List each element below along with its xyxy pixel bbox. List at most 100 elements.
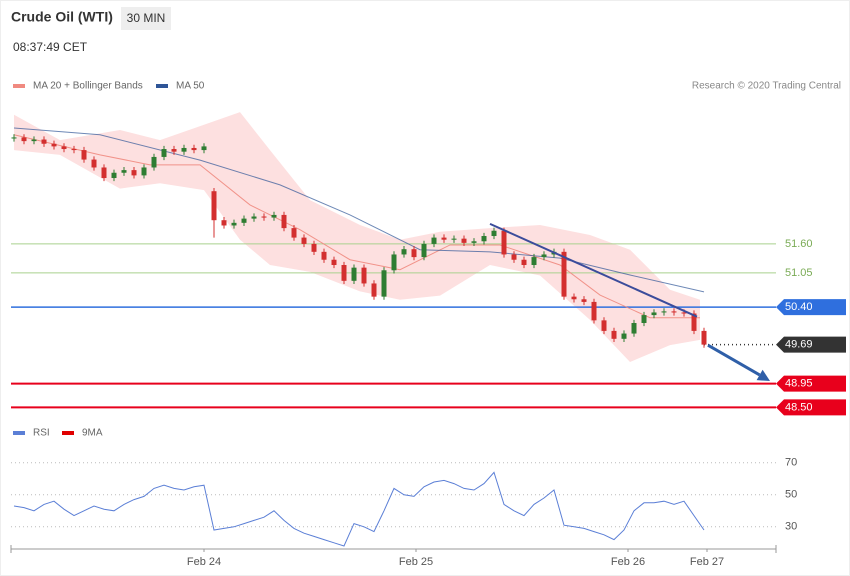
- candle-body: [191, 147, 197, 151]
- candle-body: [671, 311, 677, 313]
- candle-body: [581, 299, 587, 302]
- candle-body: [471, 241, 477, 243]
- candle-body: [171, 149, 177, 152]
- candle-body: [521, 259, 527, 266]
- candle-body: [161, 149, 167, 157]
- rsi-line: [13, 471, 705, 547]
- legend-swatch: [13, 431, 25, 435]
- candle-body: [381, 270, 387, 297]
- candle-body: [211, 191, 217, 221]
- candle-body: [91, 159, 97, 168]
- level-tag: [776, 375, 846, 392]
- legend-swatch: [156, 84, 168, 88]
- legend-label: RSI: [33, 428, 50, 439]
- candle-body: [511, 254, 517, 260]
- candle-body: [201, 146, 207, 151]
- candle-body: [351, 267, 357, 281]
- candle-body: [101, 167, 107, 179]
- candle-body: [121, 170, 127, 173]
- candle-body: [481, 236, 487, 242]
- candle-body: [341, 265, 347, 281]
- level-label: 51.05: [785, 267, 813, 279]
- candle-body: [221, 220, 227, 226]
- candle-body: [701, 330, 707, 345]
- candle-body: [331, 259, 337, 266]
- candle-body: [451, 238, 457, 240]
- level-tag: [776, 399, 846, 416]
- x-tick-label: Feb 26: [611, 556, 645, 568]
- candle-body: [621, 333, 627, 339]
- ma-line: [13, 127, 705, 293]
- candle-body: [71, 149, 77, 151]
- candle-body: [51, 143, 57, 147]
- level-tag: [776, 336, 846, 353]
- candle-body: [11, 137, 17, 139]
- candle-body: [151, 156, 157, 168]
- title: Crude Oil (WTI): [11, 9, 113, 25]
- y-tick-label: 50: [785, 489, 797, 501]
- x-tick-label: Feb 24: [187, 556, 221, 568]
- candle-body: [271, 214, 277, 218]
- candle-body: [491, 230, 497, 237]
- candle-body: [611, 330, 617, 339]
- candle-body: [441, 237, 447, 240]
- candle-body: [251, 216, 257, 219]
- candle-body: [461, 238, 467, 243]
- candle-body: [41, 139, 47, 144]
- candle-body: [31, 139, 37, 142]
- candle-body: [591, 301, 597, 321]
- candle-body: [641, 315, 647, 323]
- candle-body: [281, 214, 287, 229]
- candle-body: [81, 150, 87, 160]
- level-label: 48.95: [785, 378, 813, 390]
- candle-body: [651, 312, 657, 316]
- legend-label: MA 50: [176, 81, 205, 92]
- arrow-head: [756, 369, 770, 381]
- legend-label: MA 20 + Bollinger Bands: [33, 81, 143, 92]
- candle-body: [131, 170, 137, 176]
- y-tick-label: 30: [785, 521, 797, 533]
- trendline: [489, 222, 698, 318]
- candle-body: [541, 254, 547, 258]
- candle-body: [311, 243, 317, 252]
- x-tick-label: Feb 27: [690, 556, 724, 568]
- candle-body: [421, 243, 427, 258]
- x-tick-label: Feb 25: [399, 556, 433, 568]
- legend-label: 9MA: [82, 428, 103, 439]
- candle-body: [291, 228, 297, 238]
- candle-body: [141, 167, 147, 176]
- level-label: 50.40: [785, 301, 813, 313]
- candle-body: [241, 218, 247, 223]
- candle-body: [561, 251, 567, 297]
- interval-box: [121, 7, 171, 30]
- legend-swatch: [62, 431, 74, 435]
- candle-body: [61, 146, 67, 150]
- candle-body: [681, 312, 687, 314]
- candle-body: [261, 216, 267, 218]
- candle-body: [391, 254, 397, 271]
- level-label: 51.60: [785, 238, 813, 250]
- candle-body: [21, 137, 27, 142]
- credit: Research © 2020 Trading Central: [692, 81, 841, 92]
- candle-body: [371, 283, 377, 297]
- level-label: 48.50: [785, 401, 813, 413]
- candle-body: [501, 230, 507, 255]
- candle-body: [321, 251, 327, 260]
- bollinger-band: [14, 112, 700, 363]
- candle-body: [181, 147, 187, 152]
- arrow-shaft: [707, 343, 761, 377]
- candle-body: [431, 237, 437, 244]
- candle-body: [601, 320, 607, 331]
- y-tick-label: 70: [785, 457, 797, 469]
- level-tag: [776, 299, 846, 316]
- candle-body: [411, 249, 417, 258]
- candle-body: [301, 237, 307, 244]
- interval: 30 MIN: [127, 11, 166, 25]
- level-label: 49.69: [785, 339, 813, 351]
- time: 08:37:49 CET: [13, 40, 88, 54]
- ma-line: [13, 134, 700, 319]
- candle-body: [531, 257, 537, 266]
- candle-body: [571, 296, 577, 300]
- legend-swatch: [13, 84, 25, 88]
